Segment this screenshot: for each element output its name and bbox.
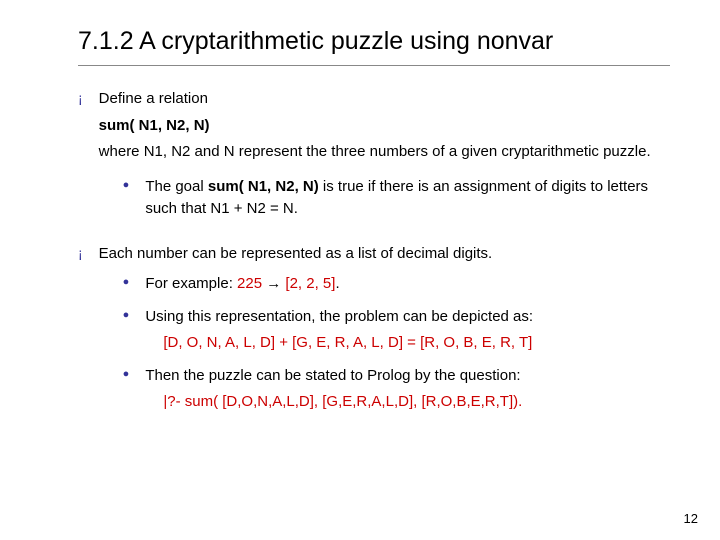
- b1-sub: ● The goal sum( N1, N2, N) is true if th…: [123, 176, 670, 221]
- b1-line1: Define a relation: [99, 88, 670, 111]
- b2-sub1-text: For example: 225 → [2, 2, 5].: [145, 273, 339, 296]
- bullet-1: ¡ Define a relation sum( N1, N2, N) wher…: [78, 88, 670, 221]
- bullet-marker: ¡: [78, 88, 83, 109]
- b2-sub3-query: |?- sum( [D,O,N,A,L,D], [G,E,R,A,L,D], […: [163, 391, 522, 414]
- b1-sub-text: The goal sum( N1, N2, N) is true if ther…: [145, 176, 670, 221]
- sub-bullet-marker: ●: [123, 273, 130, 292]
- slide-body: 7.1.2 A cryptarithmetic puzzle using non…: [0, 0, 720, 414]
- b2-sub2-text: Using this representation, the problem c…: [145, 306, 533, 355]
- bullet-2-content: Each number can be represented as a list…: [99, 243, 533, 414]
- bullet-2: ¡ Each number can be represented as a li…: [78, 243, 670, 414]
- slide-title: 7.1.2 A cryptarithmetic puzzle using non…: [78, 26, 670, 57]
- b2-sub1: ● For example: 225 → [2, 2, 5].: [123, 273, 533, 296]
- b2-sub2-eq: [D, O, N, A, L, D] + [G, E, R, A, L, D] …: [163, 332, 533, 355]
- b2-sub3-text: Then the puzzle can be stated to Prolog …: [145, 365, 522, 414]
- bullet-marker: ¡: [78, 243, 83, 264]
- sub-bullet-marker: ●: [123, 306, 130, 325]
- sub-bullet-marker: ●: [123, 176, 130, 195]
- b2-sub3: ● Then the puzzle can be stated to Prolo…: [123, 365, 533, 414]
- bullet-1-content: Define a relation sum( N1, N2, N) where …: [99, 88, 670, 221]
- title-underline: [78, 65, 670, 66]
- b2-line1: Each number can be represented as a list…: [99, 243, 533, 266]
- sub-bullet-marker: ●: [123, 365, 130, 384]
- page-number: 12: [684, 511, 698, 526]
- b1-line3: where N1, N2 and N represent the three n…: [99, 141, 670, 164]
- b1-line2: sum( N1, N2, N): [99, 115, 670, 138]
- b2-sub2: ● Using this representation, the problem…: [123, 306, 533, 355]
